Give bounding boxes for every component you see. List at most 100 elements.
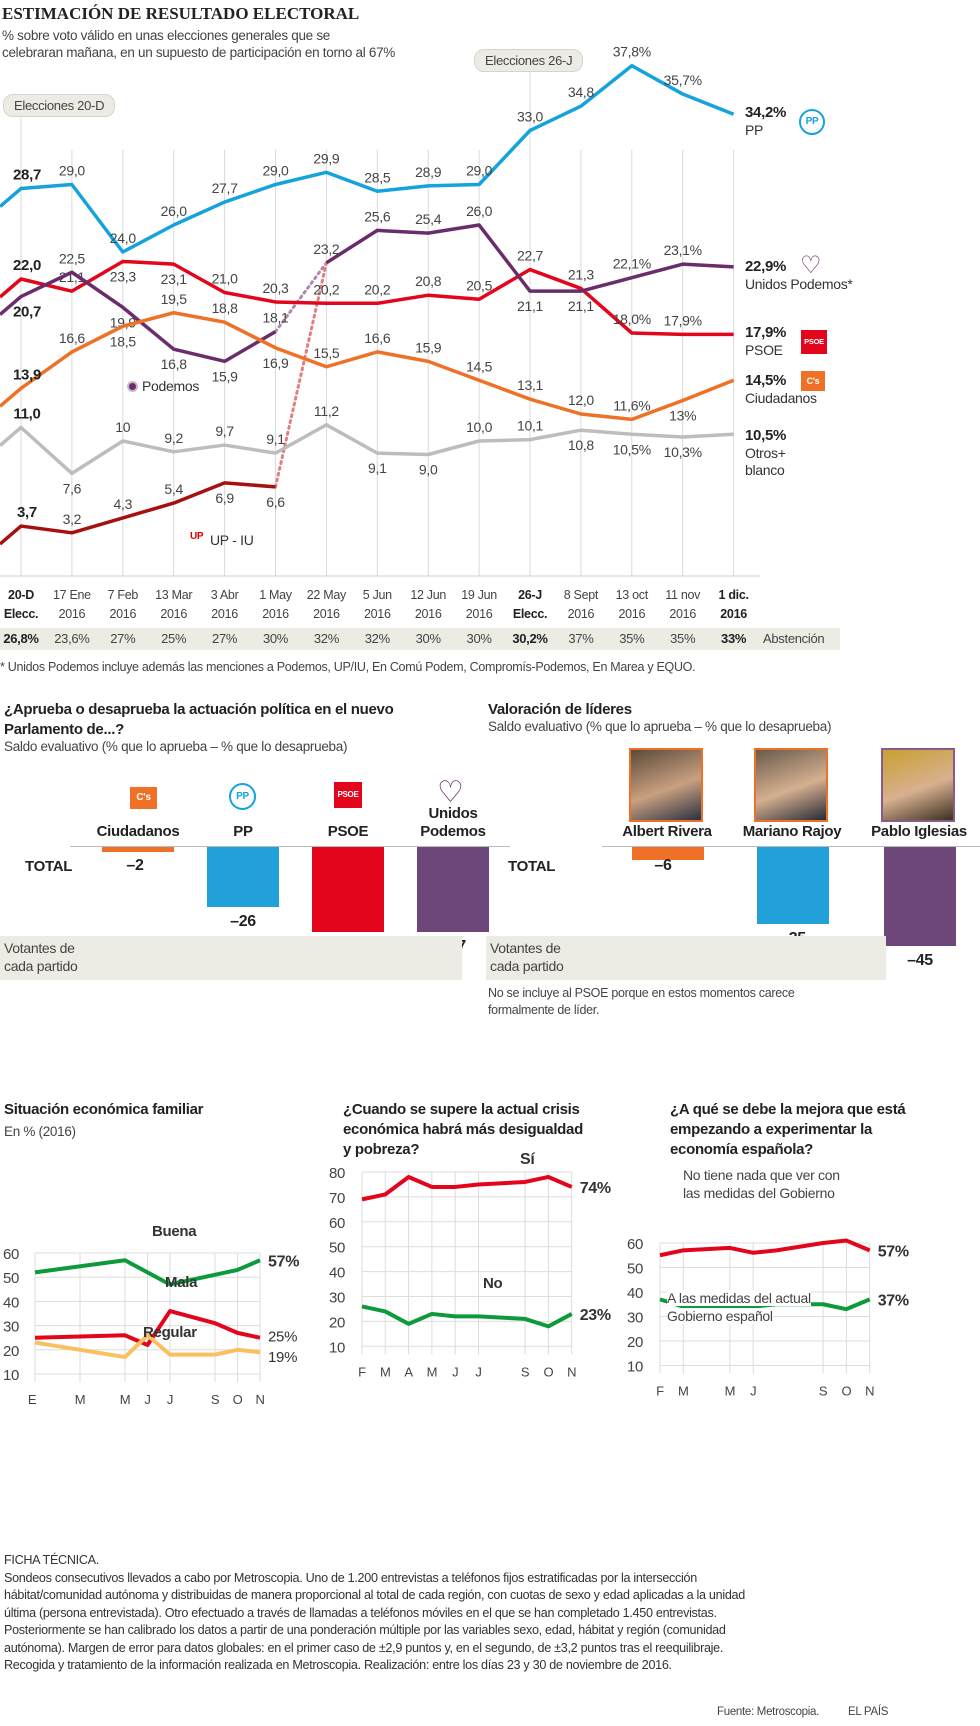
data-label-upiu: 5,4 [164,481,183,497]
leaders-total-label: TOTAL [508,858,556,875]
data-label-psoe: 18,0% [613,311,651,327]
bar-value-label: –6 [654,857,672,874]
series-line [34,1258,261,1287]
date-line1: 5 Jun [362,588,392,602]
data-label-pp: 29,0 [262,163,289,179]
y-tick-label: 60 [3,1246,19,1263]
date-label: 22 May 2016 [301,586,351,624]
y-tick-label: 10 [627,1359,643,1376]
data-label-pp: 29,0 [466,163,493,179]
end-value-pp: 34,2% [745,104,787,121]
bar-ciudadanos [102,847,174,852]
x-tick-label: J [475,1364,481,1379]
party-label-psoe: PSOE [327,823,369,840]
data-label-ciudadanos: 19,5 [161,291,188,307]
data-label-pp: 28,5 [364,169,391,185]
bar-value-label: –45 [907,952,933,969]
data-label-ciudadanos: 18,5 [110,333,137,349]
abstention-value: 32% [313,631,339,646]
series-name-si: Sí [520,1151,535,1168]
x-tick-label: M [380,1364,391,1379]
date-label: 20-D Elecc. [0,586,46,624]
bar-mariano-rajoy [757,847,829,924]
end-value-label: 37% [878,1292,909,1309]
date-label: 1 May 2016 [251,586,301,624]
abstention-value: 35% [619,631,645,646]
upiu-logo-icon: UP [190,531,204,542]
parliament-title-1: ¿Aprueba o desaprueba la actuación polít… [4,701,394,718]
pp-logo-icon: PP [799,109,825,135]
date-label: 5 Jun 2016 [352,586,402,624]
date-line2: 2016 [414,607,442,621]
inequality-title-3: y pobreza? [343,1141,420,1158]
data-label-otros: 10,5% [613,441,651,457]
data-label-psoe: 20,2 [364,281,391,297]
date-line2: 2016 [720,607,747,621]
ficha-line: hábitat/comunidad autónoma y distribuida… [4,1588,745,1602]
leader-label-iglesias: Pablo Iglesias [871,823,967,840]
albert-rivera-photo [629,748,703,822]
x-tick-label: O [233,1392,243,1407]
date-label: 26-J Elecc. [505,586,555,624]
data-label-psoe: 20,8 [415,273,442,289]
x-tick-label: J [167,1392,173,1407]
data-label-ciudadanos: 16,9 [262,355,289,371]
abstention-value: 30% [262,631,289,646]
unidos-podemos-heart-icon: ♡ [437,776,464,809]
abstention-label: Abstención [763,631,825,646]
leaders-voters-label-2: cada partido [490,958,564,974]
data-label-ciudadanos: 15,9 [415,339,442,355]
ficha-line: Posteriormente se han calibrado los dato… [4,1623,726,1637]
data-label-unidospodemos: 23,2 [313,241,340,257]
leaders-voters-label-1: Votantes de [490,940,561,956]
series-line-ciudadanos [0,311,735,422]
data-label-ciudadanos: 12,0 [568,392,595,408]
abstention-value: 25% [161,631,187,646]
date-line1: 1 dic. [718,588,749,602]
x-tick-label: J [452,1364,458,1379]
parliament-voters-band [0,936,462,980]
data-label-ciudadanos: 14,5 [466,358,493,374]
mariano-rajoy-photo [754,748,828,822]
data-label-unidospodemos: 25,4 [415,211,442,227]
date-line2: 2016 [618,607,646,621]
date-line1: 13 Mar [155,588,193,602]
econ-family-subtitle: En % (2016) [4,1124,76,1139]
party-label-pp: PP [233,823,253,840]
data-label-ciudadanos: 13% [669,408,696,424]
end-name-otros-1: Otros+ [745,445,786,461]
bar-psoe [312,847,384,933]
data-label-upiu: 6,9 [215,490,234,506]
y-tick-label: 20 [329,1314,345,1331]
y-tick-label: 70 [329,1190,345,1207]
date-line1: 13 oct [615,588,649,602]
recovery-title-3: economía española? [670,1141,813,1158]
data-label-ciudadanos: 11,6% [613,397,650,413]
data-label-otros: 9,1 [266,431,285,447]
cs-logo-icon: C's [130,787,157,809]
recovery-title-1: ¿A qué se debe la mejora que está [670,1101,906,1118]
x-tick-label: A [404,1364,413,1379]
data-label-psoe: 23,3 [110,268,137,284]
x-tick-label: S [211,1392,220,1407]
subtitle-line2: celebraran mañana, en un supuesto de par… [2,45,395,60]
y-tick-label: 40 [329,1265,345,1282]
end-value-psoe: 17,9% [745,324,787,341]
ficha-line: Sondeos consecutivos llevados a cabo por… [4,1570,697,1585]
data-label-psoe: 21,1 [59,269,86,285]
data-label-otros: 9,7 [215,423,234,439]
date-line2: 2016 [465,607,493,621]
ficha-heading: FICHA TÉCNICA. [4,1553,99,1567]
data-label-podemos: 18,1 [262,310,289,326]
data-label-unidospodemos: 23,1% [664,242,702,258]
parliament-title-2: Parlamento de...? [4,721,124,738]
ficha-line: autónoma). Margen de error para datos gl… [4,1640,724,1655]
abstention-value: 26,8% [3,631,39,646]
data-label-psoe: 21,3 [568,266,595,282]
date-line1: 12 Jun [410,588,447,602]
data-label-ciudadanos: 15,5 [313,345,340,361]
end-value-otros: 10,5% [745,427,787,444]
y-tick-label: 40 [627,1285,643,1302]
date-line2: 2016 [262,607,289,621]
abstention-value: 35% [670,631,696,646]
